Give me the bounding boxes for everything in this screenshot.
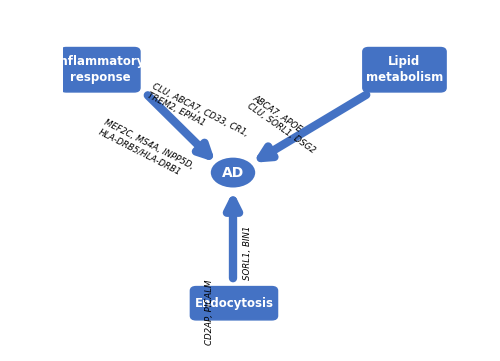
Text: SORL1, BIN1: SORL1, BIN1 [244, 225, 252, 279]
Text: AD: AD [222, 166, 244, 179]
FancyBboxPatch shape [363, 48, 446, 92]
FancyBboxPatch shape [190, 287, 278, 320]
Text: CLU, ABCA7, CD33, CR1,
TREM2, EPHA1: CLU, ABCA7, CD33, CR1, TREM2, EPHA1 [146, 82, 250, 147]
Text: ABCA7, APOE
CLU, SORL1, DSG2: ABCA7, APOE CLU, SORL1, DSG2 [245, 93, 322, 156]
Text: Lipid
metabolism: Lipid metabolism [366, 55, 443, 84]
Ellipse shape [210, 157, 256, 188]
Text: Inflammatory
response: Inflammatory response [56, 55, 145, 84]
Text: Endocytosis: Endocytosis [194, 297, 274, 310]
Text: CD2AP, PICALM: CD2AP, PICALM [204, 279, 214, 345]
FancyBboxPatch shape [60, 48, 140, 92]
Text: MEF2C, MS4A, INPP5D,
HLA-DRB5/HLA-DRB1: MEF2C, MS4A, INPP5D, HLA-DRB5/HLA-DRB1 [98, 118, 194, 180]
